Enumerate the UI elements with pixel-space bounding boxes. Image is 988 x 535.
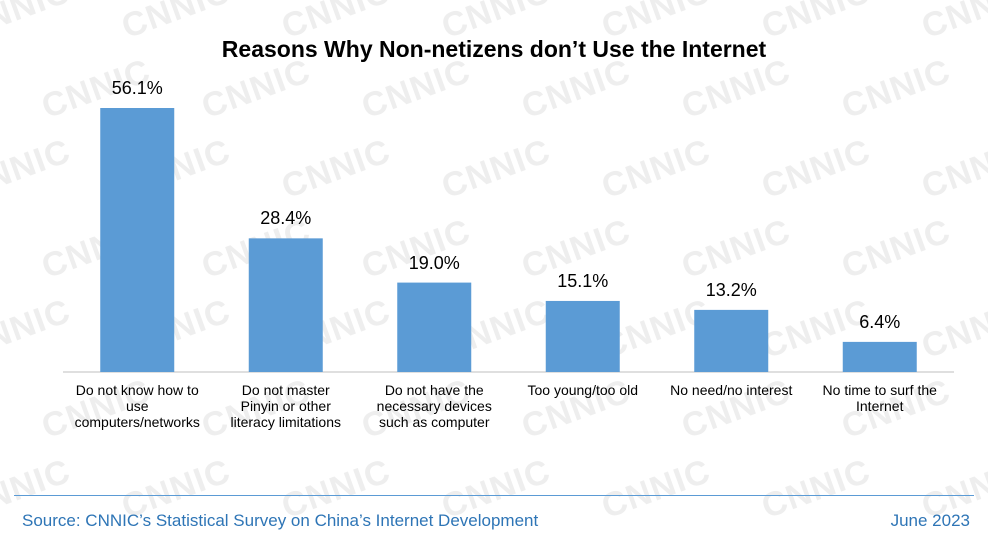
- value-label: 6.4%: [859, 311, 901, 332]
- category-label-line: Do not know how to: [75, 382, 199, 398]
- category-label: No need/no interest: [656, 382, 806, 398]
- category-label: Do not have the necessary devices such as …: [359, 382, 509, 430]
- category-label: No time to surf the Internet: [805, 382, 955, 414]
- footer-source: Source: CNNIC’s Statistical Survey on Ch…: [22, 511, 539, 530]
- bar: [694, 309, 769, 372]
- bar: [545, 300, 620, 372]
- category-label-line: such as computer: [379, 414, 490, 430]
- category-label-line: necessary devices: [376, 398, 492, 414]
- category-label-line: Do not have the: [384, 382, 484, 398]
- bar: [248, 238, 323, 372]
- footer-divider: [14, 495, 974, 496]
- value-label: 15.1%: [557, 270, 609, 291]
- category-label-line: use: [125, 398, 149, 414]
- category-label-line: Too young/too old: [527, 382, 639, 398]
- category-label-line: literacy limitations: [230, 414, 341, 430]
- value-label: 19.0%: [408, 252, 460, 273]
- category-label-line: Pinyin or other: [240, 398, 331, 414]
- category-label-line: computers/networks: [74, 414, 200, 430]
- footer-date: June 2023: [890, 511, 970, 530]
- bar: [100, 108, 175, 372]
- bar: [397, 282, 472, 372]
- category-label-line: Internet: [856, 398, 904, 414]
- category-label: Do not know how to use computers/networks: [62, 382, 212, 430]
- category-label-line: No time to surf the: [822, 382, 937, 398]
- chart-title: Reasons Why Non-netizens don’t Use the I…: [221, 36, 767, 62]
- bar: [842, 341, 917, 372]
- category-label-line: Do not master: [241, 382, 330, 398]
- category-label: Do not master Pinyin or other literacy lim…: [211, 382, 361, 430]
- value-label: 56.1%: [111, 78, 163, 98]
- category-label: Too young/too old: [508, 382, 658, 398]
- value-label: 28.4%: [260, 208, 312, 229]
- value-label: 13.2%: [705, 279, 757, 300]
- category-label-line: No need/no interest: [670, 382, 793, 398]
